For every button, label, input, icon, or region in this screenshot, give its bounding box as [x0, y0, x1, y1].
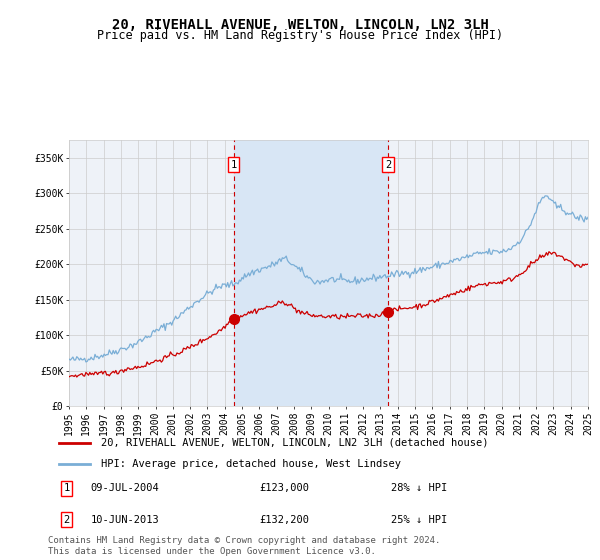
Text: HPI: Average price, detached house, West Lindsey: HPI: Average price, detached house, West…: [101, 459, 401, 469]
Text: 1: 1: [64, 483, 70, 493]
Text: Contains HM Land Registry data © Crown copyright and database right 2024.
This d: Contains HM Land Registry data © Crown c…: [48, 536, 440, 556]
Text: 2: 2: [64, 515, 70, 525]
Text: 20, RIVEHALL AVENUE, WELTON, LINCOLN, LN2 3LH (detached house): 20, RIVEHALL AVENUE, WELTON, LINCOLN, LN…: [101, 438, 488, 448]
Text: 09-JUL-2004: 09-JUL-2004: [90, 483, 159, 493]
Text: £123,000: £123,000: [259, 483, 309, 493]
Text: 2: 2: [385, 160, 391, 170]
Text: £132,200: £132,200: [259, 515, 309, 525]
Text: 25% ↓ HPI: 25% ↓ HPI: [391, 515, 448, 525]
Text: 20, RIVEHALL AVENUE, WELTON, LINCOLN, LN2 3LH: 20, RIVEHALL AVENUE, WELTON, LINCOLN, LN…: [112, 18, 488, 32]
Text: 28% ↓ HPI: 28% ↓ HPI: [391, 483, 448, 493]
Text: Price paid vs. HM Land Registry's House Price Index (HPI): Price paid vs. HM Land Registry's House …: [97, 29, 503, 42]
Bar: [233, 140, 388, 406]
Text: 1: 1: [230, 160, 237, 170]
Text: 10-JUN-2013: 10-JUN-2013: [90, 515, 159, 525]
